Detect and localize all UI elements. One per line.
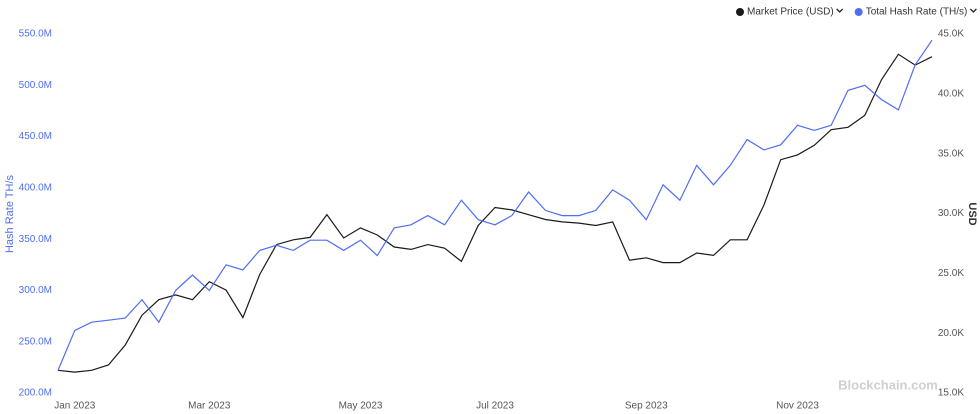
y-tick-label: 550.0M <box>19 29 52 40</box>
x-tick-label: Jan 2023 <box>54 401 96 412</box>
x-tick-label: Mar 2023 <box>188 401 231 412</box>
y-tick-label: 350.0M <box>19 234 52 245</box>
y-tick-label: 200.0M <box>19 388 52 399</box>
y2-tick-label: 35.0K <box>938 148 964 159</box>
y-axis-title: Hash Rate TH/s <box>4 174 16 253</box>
y2-axis-title: USD <box>966 202 978 225</box>
x-tick-label: Jul 2023 <box>476 401 514 412</box>
data-line <box>57 53 933 373</box>
y2-tick-label: 30.0K <box>938 208 964 219</box>
legend-marker <box>854 8 863 16</box>
y-tick-label: 450.0M <box>19 131 52 142</box>
data-line <box>57 39 933 371</box>
y2-tick-label: 15.0K <box>938 388 964 399</box>
legend-marker <box>736 8 744 16</box>
legend-label[interactable]: Total Hash Rate (TH/s) <box>866 7 968 18</box>
legend-label[interactable]: Market Price (USD) <box>747 7 834 18</box>
x-tick-label: May 2023 <box>339 401 383 412</box>
y2-tick-label: 25.0K <box>938 268 964 279</box>
y2-tick-label: 20.0K <box>938 328 964 339</box>
watermark: Blockchain.com <box>838 377 938 392</box>
y2-tick-label: 40.0K <box>938 88 964 99</box>
y-tick-label: 500.0M <box>19 80 52 91</box>
legend-chevron <box>969 8 977 13</box>
legend-chevron <box>836 8 844 13</box>
y-tick-label: 250.0M <box>19 336 52 347</box>
x-tick-label: Nov 2023 <box>776 401 819 412</box>
y-tick-label: 300.0M <box>19 285 52 296</box>
y-tick-label: 400.0M <box>19 182 52 193</box>
x-tick-label: Sep 2023 <box>625 401 668 412</box>
y2-tick-label: 45.0K <box>938 29 964 40</box>
